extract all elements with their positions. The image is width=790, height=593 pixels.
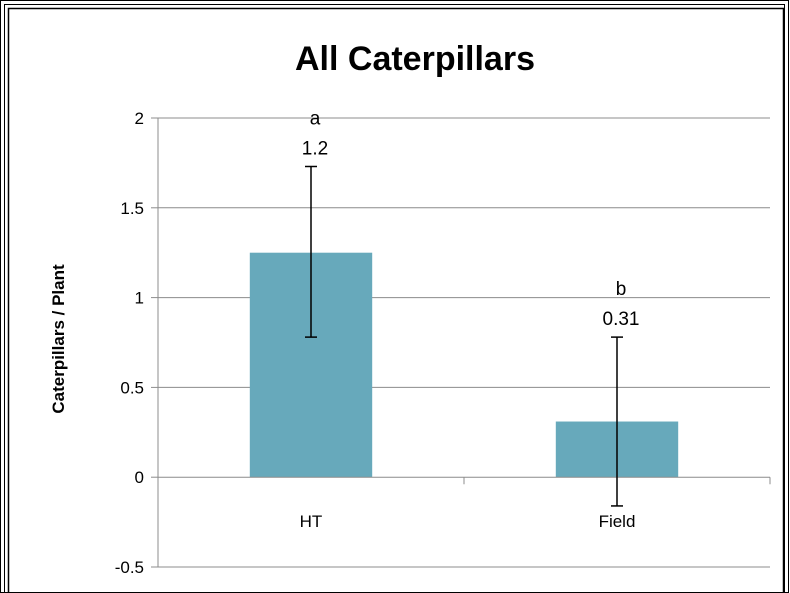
- x-category-labels: HT Field: [300, 512, 636, 531]
- chart-title: All Caterpillars: [295, 40, 535, 78]
- significance-letter: a: [310, 108, 321, 129]
- chart-area-border: [7, 7, 785, 593]
- x-category-label: HT: [300, 512, 323, 531]
- y-tick-label: 1.5: [120, 199, 144, 218]
- data-value-label: 1.2: [302, 138, 328, 159]
- data-value-label: 0.31: [603, 309, 640, 330]
- data-labels: 1.2 a 0.31 b: [302, 108, 640, 330]
- y-tick-label: 0: [135, 468, 144, 487]
- error-bars: [305, 165, 623, 507]
- axes: [151, 117, 771, 568]
- significance-letter: b: [616, 279, 627, 300]
- y-tick-label: 0.5: [120, 378, 144, 397]
- y-tick-labels: 2 1.5 1 0.5 0 -0.5: [115, 109, 144, 577]
- y-tick-label: 2: [135, 109, 144, 128]
- y-tick-label: 1: [135, 289, 144, 308]
- bars: [249, 252, 679, 478]
- y-axis-label: Caterpillars / Plant: [49, 264, 68, 414]
- inner-border: [4, 4, 785, 593]
- x-category-label: Field: [599, 512, 636, 531]
- y-tick-label: -0.5: [115, 558, 144, 577]
